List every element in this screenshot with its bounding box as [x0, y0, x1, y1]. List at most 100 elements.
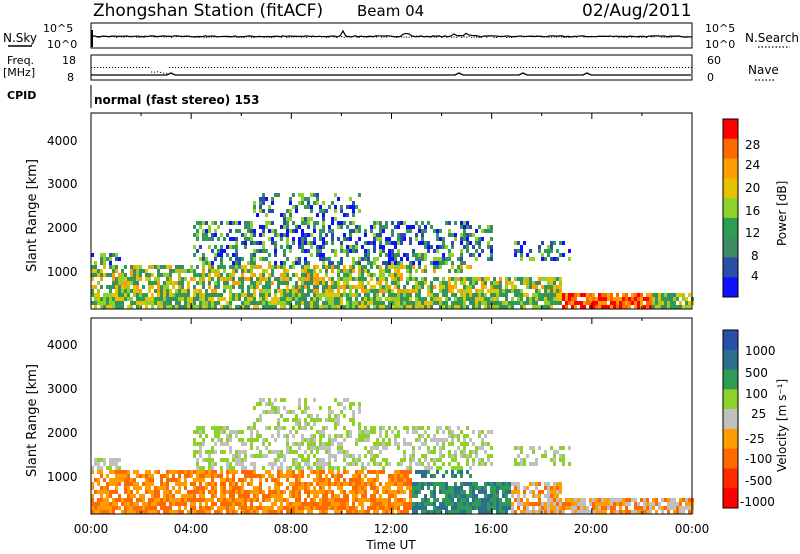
heatmap-cell	[325, 482, 328, 486]
heatmap-cell	[304, 257, 307, 261]
heatmap-cell	[649, 305, 652, 309]
heatmap-cell	[445, 301, 448, 305]
heatmap-cell	[241, 486, 244, 490]
heatmap-cell	[202, 221, 205, 225]
heatmap-cell	[421, 462, 424, 466]
heatmap-cell	[349, 197, 352, 201]
heatmap-cell	[271, 450, 274, 454]
heatmap-cell	[301, 221, 304, 225]
heatmap-cell	[406, 301, 409, 305]
heatmap-cell	[460, 297, 463, 301]
heatmap-cell	[505, 277, 508, 281]
heatmap-cell	[313, 273, 316, 277]
heatmap-cell	[190, 502, 193, 506]
heatmap-cell	[124, 498, 127, 502]
heatmap-cell	[325, 450, 328, 454]
heatmap-cell	[409, 225, 412, 229]
heatmap-cell	[157, 486, 160, 490]
nsearch-point	[611, 35, 613, 37]
heatmap-cell	[478, 277, 481, 281]
heatmap-cell	[391, 482, 394, 486]
nsearch-point	[373, 35, 375, 37]
heatmap-cell	[193, 297, 196, 301]
heatmap-cell	[370, 229, 373, 233]
heatmap-cell	[139, 289, 142, 293]
heatmap-cell	[358, 410, 361, 414]
heatmap-cell	[229, 446, 232, 450]
heatmap-cell	[109, 265, 112, 269]
heatmap-cell	[463, 277, 466, 281]
heatmap-cell	[415, 277, 418, 281]
heatmap-cell	[346, 297, 349, 301]
heatmap-cell	[265, 498, 268, 502]
heatmap-cell	[406, 430, 409, 434]
heatmap-cell	[394, 281, 397, 285]
heatmap-cell	[301, 285, 304, 289]
heatmap-cell	[457, 494, 460, 498]
heatmap-cell	[256, 430, 259, 434]
heatmap-cell	[397, 482, 400, 486]
nave-point	[436, 67, 438, 68]
nsearch-point	[93, 35, 95, 37]
heatmap-cell	[340, 285, 343, 289]
heatmap-cell	[523, 494, 526, 498]
heatmap-cell	[520, 446, 523, 450]
heatmap-cell	[391, 490, 394, 494]
heatmap-cell	[91, 486, 94, 490]
heatmap-cell	[520, 301, 523, 305]
heatmap-cell	[412, 446, 415, 450]
heatmap-cell	[508, 281, 511, 285]
heatmap-cell	[118, 494, 121, 498]
heatmap-cell	[244, 490, 247, 494]
heatmap-cell	[202, 305, 205, 309]
heatmap-cell	[139, 506, 142, 510]
heatmap-cell	[349, 237, 352, 241]
heatmap-cell	[247, 297, 250, 301]
heatmap-cell	[325, 490, 328, 494]
heatmap-cell	[115, 502, 118, 506]
heatmap-cell	[274, 297, 277, 301]
heatmap-cell	[556, 506, 559, 510]
heatmap-cell	[163, 490, 166, 494]
heatmap-cell	[127, 506, 130, 510]
heatmap-cell	[250, 454, 253, 458]
heatmap-cell	[109, 261, 112, 265]
heatmap-cell	[277, 289, 280, 293]
heatmap-cell	[403, 510, 406, 514]
nave-point	[103, 67, 105, 68]
heatmap-cell	[103, 273, 106, 277]
heatmap-cell	[391, 277, 394, 281]
heatmap-cell	[373, 446, 376, 450]
heatmap-cell	[538, 490, 541, 494]
heatmap-cell	[178, 285, 181, 289]
heatmap-cell	[133, 273, 136, 277]
heatmap-cell	[385, 237, 388, 241]
heatmap-cell	[544, 506, 547, 510]
heatmap-cell	[175, 478, 178, 482]
heatmap-cell	[481, 301, 484, 305]
heatmap-cell	[406, 442, 409, 446]
heatmap-cell	[472, 506, 475, 510]
heatmap-cell	[328, 502, 331, 506]
heatmap-cell	[370, 486, 373, 490]
heatmap-cell	[400, 261, 403, 265]
heatmap-cell	[358, 478, 361, 482]
heatmap-cell	[553, 498, 556, 502]
heatmap-cell	[409, 229, 412, 233]
heatmap-cell	[361, 281, 364, 285]
heatmap-cell	[265, 305, 268, 309]
heatmap-cell	[214, 462, 217, 466]
heatmap-cell	[448, 486, 451, 490]
heatmap-cell	[121, 273, 124, 277]
heatmap-cell	[214, 434, 217, 438]
heatmap-cell	[385, 510, 388, 514]
heatmap-cell	[595, 510, 598, 514]
heatmap-cell	[502, 482, 505, 486]
heatmap-cell	[166, 293, 169, 297]
heatmap-cell	[679, 506, 682, 510]
heatmap-cell	[259, 418, 262, 422]
heatmap-cell	[115, 257, 118, 261]
heatmap-cell	[121, 510, 124, 514]
heatmap-cell	[118, 257, 121, 261]
heatmap-cell	[151, 474, 154, 478]
